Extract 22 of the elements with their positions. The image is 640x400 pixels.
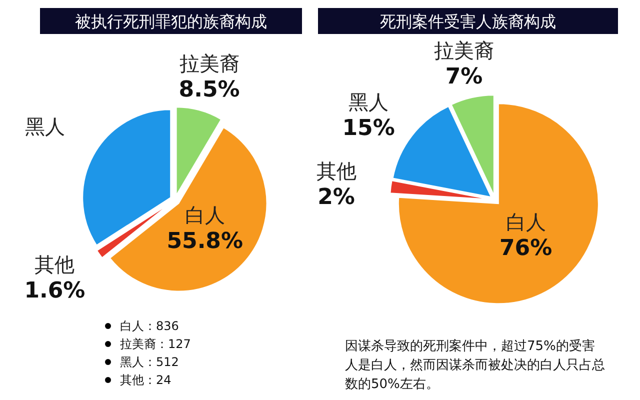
slice-label: 黑人 <box>348 90 389 114</box>
data-label: 2% <box>318 185 355 210</box>
text: 白人：836 <box>120 319 179 333</box>
slice-label: 其他 <box>316 159 356 184</box>
chart-title: 被执行死刑罪犯的族裔构成 <box>75 12 267 31</box>
slice-label: 拉美裔 <box>434 38 494 62</box>
chart-title: 死刑案件受害人族裔构成 <box>380 12 556 31</box>
data-label: 76% <box>499 236 552 261</box>
slice-label: 拉美裔 <box>179 52 240 76</box>
slice-label: 黑人 <box>25 114 66 139</box>
slice-label: 其他 <box>34 252 75 277</box>
data-label: 7% <box>445 64 483 90</box>
data-label: 55.8% <box>166 229 244 254</box>
data-label: 8.5% <box>178 78 240 103</box>
text: 黑人：512 <box>120 355 179 369</box>
text: 拉美裔：127 <box>120 337 191 351</box>
data-label: 15% <box>342 116 395 141</box>
data-label: 1.6% <box>24 278 86 304</box>
text: 因谋杀导致的死刑案件中，超过75%的受害人是白人，然而因谋杀而被处决的白人只占总数的50%左右。 <box>345 338 605 392</box>
text: 其他：24 <box>120 373 172 387</box>
slice-label: 白人 <box>506 210 546 234</box>
slice-label: 白人 <box>184 203 225 227</box>
